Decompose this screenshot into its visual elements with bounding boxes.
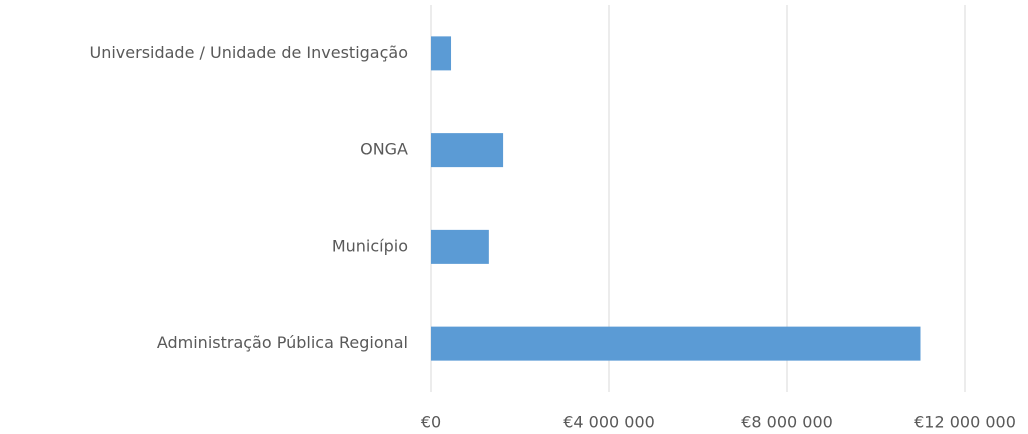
x-tick-label: €4 000 000	[563, 413, 655, 432]
bar	[431, 36, 452, 71]
y-tick-label: ONGA	[360, 140, 408, 159]
bar	[431, 326, 921, 361]
bar	[431, 133, 504, 168]
y-tick-label: Universidade / Unidade de Investigação	[90, 43, 409, 62]
x-tick-label: €12 000 000	[914, 413, 1016, 432]
x-tick-label: €8 000 000	[741, 413, 833, 432]
x-tick-label: €0	[421, 413, 441, 432]
y-tick-label: Município	[332, 236, 408, 255]
y-tick-label: Administração Pública Regional	[157, 333, 408, 352]
bar	[431, 229, 489, 264]
